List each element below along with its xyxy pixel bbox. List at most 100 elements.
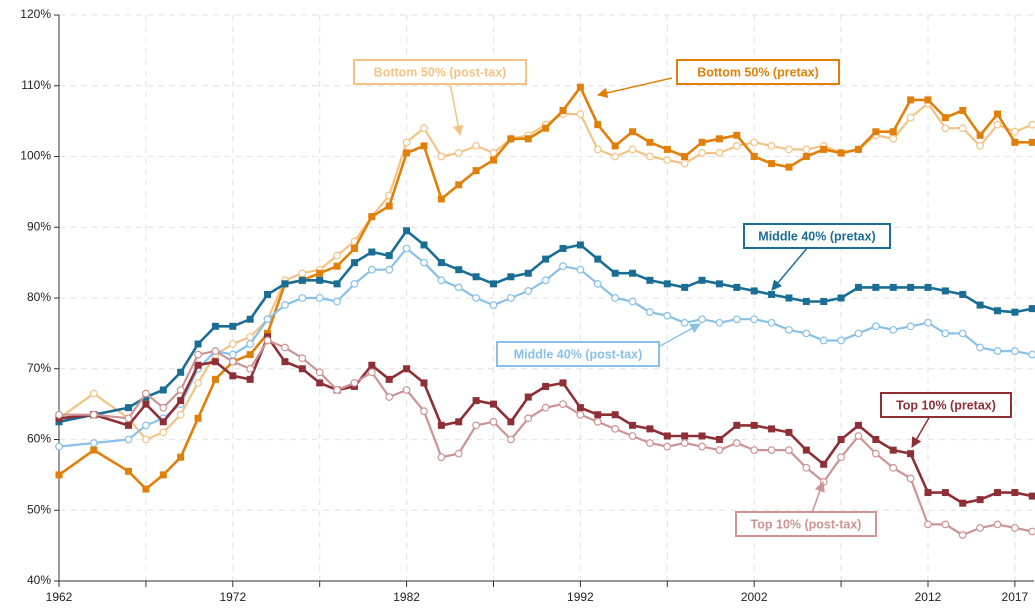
point [1011,308,1019,316]
point [767,446,776,455]
point [958,531,967,539]
point [646,439,654,447]
annotation-arrow [811,481,825,514]
annotation-box [880,392,1012,418]
point [941,287,949,295]
point [420,407,428,416]
point [385,375,393,383]
point [177,453,185,461]
point [750,153,758,160]
point [941,329,950,338]
point [524,269,532,277]
point [594,255,602,263]
point [489,280,497,288]
point [194,361,202,369]
point [559,244,567,252]
point [159,471,167,479]
y-tick-label: 40% [27,573,51,587]
legend-label: Middle 40% (post-tax) [514,347,643,361]
point [680,159,689,168]
annotation-box [676,59,840,85]
point [732,141,741,150]
point [89,389,98,398]
annotation-arrow [659,323,701,347]
point [663,280,671,288]
point [264,290,272,298]
legend-label: Top 10% (post-tax) [751,517,862,531]
point [472,294,481,302]
point [228,357,237,366]
point [437,152,446,161]
point [941,114,949,122]
point [402,138,411,147]
point [576,83,584,91]
x-tick-label: 1982 [393,590,420,604]
point [594,411,602,419]
point [281,358,289,366]
point [646,138,654,146]
point [89,410,98,419]
point [541,276,550,285]
y-tick-label: 100% [20,149,51,163]
point [959,499,967,507]
point [767,141,776,150]
point [524,135,532,143]
point [385,252,393,260]
point [924,318,932,327]
point [194,414,202,422]
point [176,410,185,419]
point [924,96,932,104]
point [802,145,811,154]
point [559,379,567,387]
point [646,425,654,433]
point [976,496,984,504]
point [889,463,898,472]
point [316,269,324,277]
point [489,301,498,309]
point [837,336,845,345]
point [820,298,828,306]
point [663,432,671,440]
point [298,365,306,373]
point [524,393,532,401]
annotation-box [496,341,660,367]
point [89,439,98,447]
point [316,276,324,284]
point [367,265,376,274]
point [141,389,150,398]
point [524,414,533,423]
y-tick-label: 50% [27,502,51,516]
point [437,421,445,429]
point [698,315,706,324]
point [298,276,306,284]
point [420,258,428,267]
point [733,131,741,139]
point [176,386,185,394]
point [854,283,862,291]
point [350,259,358,267]
point [507,273,515,281]
point [924,489,932,497]
point [750,138,759,147]
point [333,280,341,288]
point [750,446,759,455]
point [889,446,897,454]
point [489,417,498,426]
point [159,418,167,426]
annotation-arrow [771,246,809,291]
point [837,294,845,302]
point [124,435,133,444]
point [455,418,463,426]
point [628,297,637,306]
point [802,446,810,454]
x-tick-label: 2002 [741,590,768,604]
point [715,135,723,143]
point [594,121,602,129]
point [55,418,63,426]
point [994,489,1002,497]
point [333,251,341,260]
point [733,421,741,429]
point [698,149,706,157]
point [506,294,515,302]
point [1028,350,1035,359]
